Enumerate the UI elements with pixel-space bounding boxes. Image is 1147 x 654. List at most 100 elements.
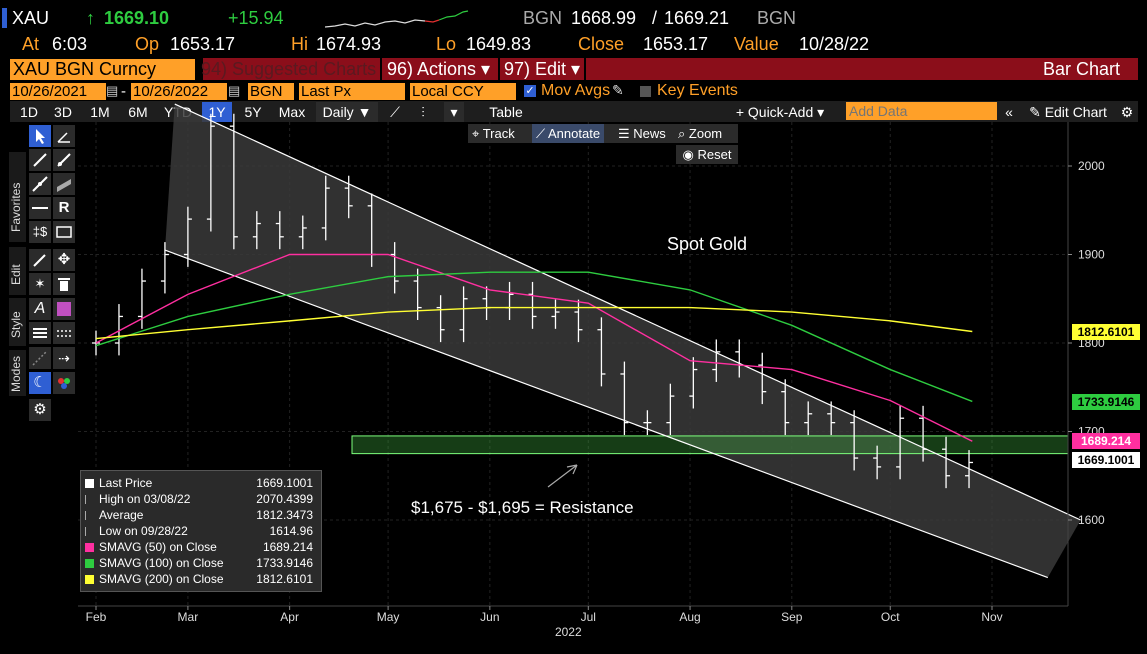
legend-row[interactable]: Last Price 1669.1001 — [85, 475, 317, 491]
bar-style-icon[interactable]: ⫶ — [412, 102, 434, 122]
range-1m[interactable]: 1M — [84, 102, 116, 122]
legend-value: 1812.6101 — [256, 572, 313, 586]
resistance-band — [351, 435, 1069, 455]
range-max[interactable]: Max — [274, 102, 310, 122]
chart-legend[interactable]: Last Price 1669.1001 High on 03/08/22 2070.… — [80, 470, 322, 592]
text-style-icon[interactable]: A — [29, 298, 51, 320]
track-tool[interactable]: ⌖ Track — [472, 126, 515, 141]
field-select[interactable]: Last Px — [299, 83, 405, 100]
range-5y[interactable]: 5Y — [238, 102, 268, 122]
annotate-tool[interactable]: ⟋ Annotate — [532, 124, 605, 143]
y-tick-label: 2000 — [1078, 159, 1105, 173]
legend-value: 1669.1001 — [256, 476, 313, 490]
favorites-tab[interactable]: Favorites — [9, 152, 26, 242]
end-date-field[interactable]: 10/26/2022 — [131, 83, 227, 100]
mov-avgs-checkbox[interactable]: ✓ — [524, 85, 536, 97]
mov-avgs-label[interactable]: Mov Avgs — [541, 82, 611, 99]
calendar-icon[interactable]: ▤ — [106, 83, 119, 98]
key-events-label[interactable]: Key Events — [657, 82, 738, 99]
horizontal-line-icon[interactable] — [29, 197, 51, 219]
chart-style-icon[interactable]: ⟋ — [384, 102, 406, 122]
period-select[interactable]: Daily ▼ — [316, 102, 378, 122]
last-price: 1669.10 — [104, 8, 170, 28]
start-date-field[interactable]: 10/26/2021 — [10, 83, 106, 100]
legend-swatch — [85, 479, 94, 489]
channel-icon[interactable] — [53, 173, 75, 195]
move-icon[interactable]: ✥ — [53, 249, 75, 271]
gear-icon[interactable]: ⚙ — [1118, 102, 1136, 122]
legend-row[interactable]: Average 1812.3473 — [85, 507, 317, 523]
line-width-icon[interactable] — [29, 322, 51, 344]
menu-divider — [584, 58, 586, 80]
edit-chart-label: Edit Chart — [1044, 104, 1107, 120]
price-bar — [321, 175, 330, 241]
edit-tab[interactable]: Edit — [9, 247, 26, 295]
magic-icon[interactable]: ✶ — [29, 273, 51, 295]
security-field[interactable]: XAU BGN Curncy — [10, 59, 195, 80]
angle-icon[interactable] — [53, 125, 75, 147]
mode-icon[interactable]: ☾ — [29, 372, 51, 394]
ray-icon[interactable] — [53, 149, 75, 171]
modes-tab[interactable]: Modes — [9, 350, 26, 396]
legend-value: 1812.3473 — [256, 508, 313, 522]
legend-row[interactable]: SMAVG (200) on Close 1812.6101 — [85, 571, 317, 587]
suggested-charts-menu[interactable]: 94) Suggested Charts — [201, 59, 377, 79]
reset-button[interactable]: ◉ Reset — [676, 145, 738, 164]
price-bar — [252, 211, 261, 250]
trash-icon[interactable] — [53, 273, 75, 295]
link-icon[interactable]: ⇢ — [53, 347, 75, 369]
pen-icon[interactable] — [29, 249, 51, 271]
collapse-icon[interactable]: « — [1000, 102, 1018, 122]
quick-add-button[interactable]: + Quick-Add ▾ — [728, 102, 832, 122]
legend-value: 1689.214 — [262, 540, 313, 554]
retracement-icon[interactable]: R — [53, 197, 75, 219]
edit-chart-button[interactable]: ✎ Edit Chart — [1022, 102, 1114, 122]
source-field[interactable]: BGN — [248, 83, 294, 100]
price-bar — [942, 436, 951, 489]
x-tick-label: Oct — [881, 610, 900, 624]
settings-gear-icon[interactable]: ⚙ — [29, 399, 51, 421]
range-3d[interactable]: 3D — [48, 102, 78, 122]
table-button[interactable]: Table — [482, 102, 530, 122]
legend-row[interactable]: SMAVG (100) on Close 1733.9146 — [85, 555, 317, 571]
bid-ask-separator: / — [652, 8, 658, 28]
legend-row[interactable]: SMAVG (50) on Close 1689.214 — [85, 539, 317, 555]
range-6m[interactable]: 6M — [122, 102, 154, 122]
fib-icon[interactable]: ‡$ — [29, 221, 51, 243]
price-bar — [873, 445, 882, 480]
line-dash-icon[interactable] — [53, 322, 75, 344]
x-tick-label: Feb — [86, 610, 107, 624]
news-tool[interactable]: ☰ News — [618, 126, 666, 141]
key-events-checkbox[interactable] — [640, 86, 651, 97]
legend-row[interactable]: Low on 09/28/22 1614.96 — [85, 523, 317, 539]
cursor-icon[interactable] — [29, 125, 51, 147]
currency-select[interactable]: Local CCY — [410, 83, 516, 100]
y-tick-label: 1900 — [1078, 248, 1105, 262]
calendar-icon[interactable]: ▤ — [228, 83, 241, 98]
actions-menu[interactable]: 96) Actions ▾ — [387, 59, 491, 79]
edit-menu[interactable]: 97) Edit ▾ — [504, 59, 581, 79]
trendline-icon[interactable] — [29, 149, 51, 171]
add-data-input[interactable] — [846, 102, 997, 120]
price-bar — [160, 242, 169, 294]
legend-row[interactable]: High on 03/08/22 2070.4399 — [85, 491, 317, 507]
style-dropdown-icon[interactable]: ▾ — [444, 102, 464, 122]
range-1y[interactable]: 1Y — [202, 102, 232, 122]
ask-source: BGN — [757, 8, 797, 28]
price-bar — [758, 352, 767, 405]
color-palette-icon[interactable] — [53, 372, 75, 394]
pencil-icon[interactable]: ✎ — [612, 82, 624, 98]
crosshair-icon[interactable] — [29, 347, 51, 369]
price-bar — [896, 405, 905, 480]
price-bar — [206, 113, 215, 232]
extended-line-icon[interactable] — [29, 173, 51, 195]
range-1d[interactable]: 1D — [14, 102, 44, 122]
sma200-line — [95, 306, 973, 340]
legend-label: SMAVG (50) on Close — [99, 540, 217, 554]
style-tab[interactable]: Style — [9, 298, 26, 346]
fill-color-icon[interactable] — [53, 298, 75, 320]
price-bar — [298, 215, 307, 250]
price-bar — [183, 206, 192, 267]
zoom-tool[interactable]: ⌕ Zoom — [678, 126, 723, 141]
rectangle-icon[interactable] — [53, 221, 75, 243]
